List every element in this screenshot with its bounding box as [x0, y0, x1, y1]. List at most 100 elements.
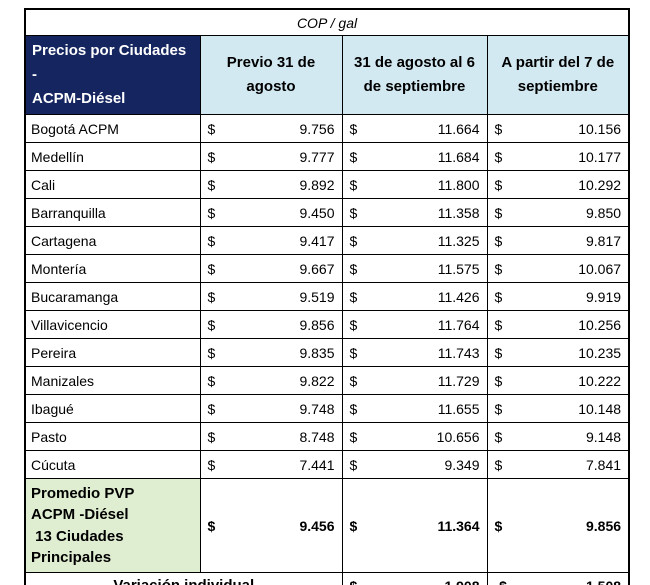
currency-symbol: $	[494, 288, 503, 305]
city-name-cell: Bogotá ACPM	[24, 114, 201, 143]
currency-symbol: $	[207, 372, 216, 389]
price-cell: $9.919	[486, 282, 630, 311]
currency-symbol: $	[349, 288, 358, 305]
currency-symbol: $	[207, 148, 216, 165]
column-header-a-partir-del-7-septiembre: A partir del 7 de septiembre	[486, 35, 630, 115]
price-cell: $9.450	[199, 198, 343, 227]
city-name-cell: Cúcuta	[24, 450, 201, 479]
city-name-cell: Medellín	[24, 142, 201, 171]
price-table: COP / gal Precios por Ciudades - ACPM-Di…	[24, 8, 631, 585]
price-cell: $11.729	[341, 366, 488, 395]
currency-symbol: $	[349, 428, 358, 445]
price-cell: $10.222	[486, 366, 630, 395]
row-header-cell: Precios por Ciudades - ACPM-Diésel	[24, 35, 201, 115]
price-cell: $10.656	[341, 422, 488, 451]
currency-symbol: $	[349, 176, 358, 193]
unit-header: COP / gal	[24, 8, 630, 36]
currency-symbol: $	[494, 316, 503, 333]
price-value: 11.684	[437, 148, 480, 165]
city-name-cell: Cali	[24, 170, 201, 199]
price-value: 11.800	[437, 176, 480, 193]
table-row: Medellín $9.777 $11.684 $10.177	[24, 142, 630, 171]
city-name-cell: Montería	[24, 254, 201, 283]
price-value: 9.817	[586, 232, 622, 249]
price-cell: $11.325	[341, 226, 488, 255]
promedio-price-cell: $9.456	[199, 477, 343, 574]
currency-symbol: $	[349, 400, 358, 417]
column-header-previo-31-agosto: Previo 31 de agosto	[199, 35, 343, 115]
currency-symbol: $	[494, 232, 503, 249]
price-cell: $9.349	[341, 450, 488, 479]
currency-symbol: $	[349, 260, 358, 277]
table-row: Manizales $9.822 $11.729 $10.222	[24, 366, 630, 395]
currency-symbol: $	[494, 260, 503, 277]
table-row: Ibagué $9.748 $11.655 $10.148	[24, 394, 630, 423]
price-cell: $9.667	[199, 254, 343, 283]
promedio-label-cell: Promedio PVP ACPM -Diésel 13 Ciudades Pr…	[24, 477, 201, 574]
city-name-cell: Manizales	[24, 366, 201, 395]
price-value: 10.148	[578, 400, 622, 417]
currency-symbol: $	[207, 316, 216, 333]
price-cell: $11.800	[341, 170, 488, 199]
price-cell: $11.743	[341, 338, 488, 367]
currency-symbol: $	[207, 176, 216, 193]
price-value: 9.756	[299, 120, 335, 137]
price-cell: $8.748	[199, 422, 343, 451]
price-value: 8.748	[299, 428, 335, 445]
table-row: Cali $9.892 $11.800 $10.292	[24, 170, 630, 199]
price-value: 9.450	[299, 204, 335, 221]
price-cell: $11.575	[341, 254, 488, 283]
price-cell: $9.822	[199, 366, 343, 395]
price-value: 10.256	[578, 316, 622, 333]
currency-symbol: $	[349, 316, 358, 333]
price-value: 11.364	[437, 517, 480, 534]
price-cell: $10.177	[486, 142, 630, 171]
price-cell: $9.777	[199, 142, 343, 171]
price-value: 10.156	[578, 120, 622, 137]
price-value: 9.856	[299, 316, 335, 333]
price-value: 11.664	[437, 120, 480, 137]
currency-symbol: $	[494, 176, 503, 193]
promedio-price-cell: $11.364	[341, 477, 488, 574]
currency-symbol: -$	[495, 578, 507, 585]
price-value: 10.292	[578, 176, 622, 193]
currency-symbol: $	[494, 517, 503, 534]
promedio-row: Promedio PVP ACPM -Diésel 13 Ciudades Pr…	[24, 477, 630, 574]
table-row: Barranquilla $9.450 $11.358 $9.850	[24, 198, 630, 227]
variacion-individual-value-cell: $1.908	[341, 572, 488, 585]
currency-symbol: $	[207, 120, 216, 137]
currency-symbol: $	[349, 456, 358, 473]
price-cell: $10.148	[486, 394, 630, 423]
table-row: Cartagena $9.417 $11.325 $9.817	[24, 226, 630, 255]
header-row: Precios por Ciudades - ACPM-Diésel Previ…	[24, 35, 630, 115]
price-cell: $10.256	[486, 310, 630, 339]
table-row: Bucaramanga $9.519 $11.426 $9.919	[24, 282, 630, 311]
price-cell: $11.426	[341, 282, 488, 311]
price-value: 10.177	[578, 148, 622, 165]
price-value: 11.575	[437, 260, 480, 277]
price-value: 7.841	[586, 456, 622, 473]
price-value: 9.148	[586, 428, 622, 445]
price-value: 10.222	[578, 372, 622, 389]
price-value: 1.508	[586, 578, 621, 585]
city-name-cell: Bucaramanga	[24, 282, 201, 311]
city-name-cell: Ibagué	[24, 394, 201, 423]
currency-symbol: $	[207, 288, 216, 305]
price-cell: $7.841	[486, 450, 630, 479]
currency-symbol: $	[207, 428, 216, 445]
price-cell: $10.156	[486, 114, 630, 143]
price-cell: $9.856	[199, 310, 343, 339]
price-cell: $11.655	[341, 394, 488, 423]
currency-symbol: $	[349, 344, 358, 361]
city-name-cell: Cartagena	[24, 226, 201, 255]
city-rows: Bogotá ACPM $9.756 $11.664 $10.156 Medellín $…	[24, 114, 630, 479]
table-row: Cúcuta $7.441 $9.349 $7.841	[24, 450, 630, 479]
price-value: 11.325	[437, 232, 480, 249]
price-value: 9.856	[586, 517, 622, 534]
currency-symbol: $	[207, 456, 216, 473]
table-row: Villavicencio $9.856 $11.764 $10.256	[24, 310, 630, 339]
table-row: Montería $9.667 $11.575 $10.067	[24, 254, 630, 283]
currency-symbol: $	[494, 456, 503, 473]
currency-symbol: $	[207, 344, 216, 361]
